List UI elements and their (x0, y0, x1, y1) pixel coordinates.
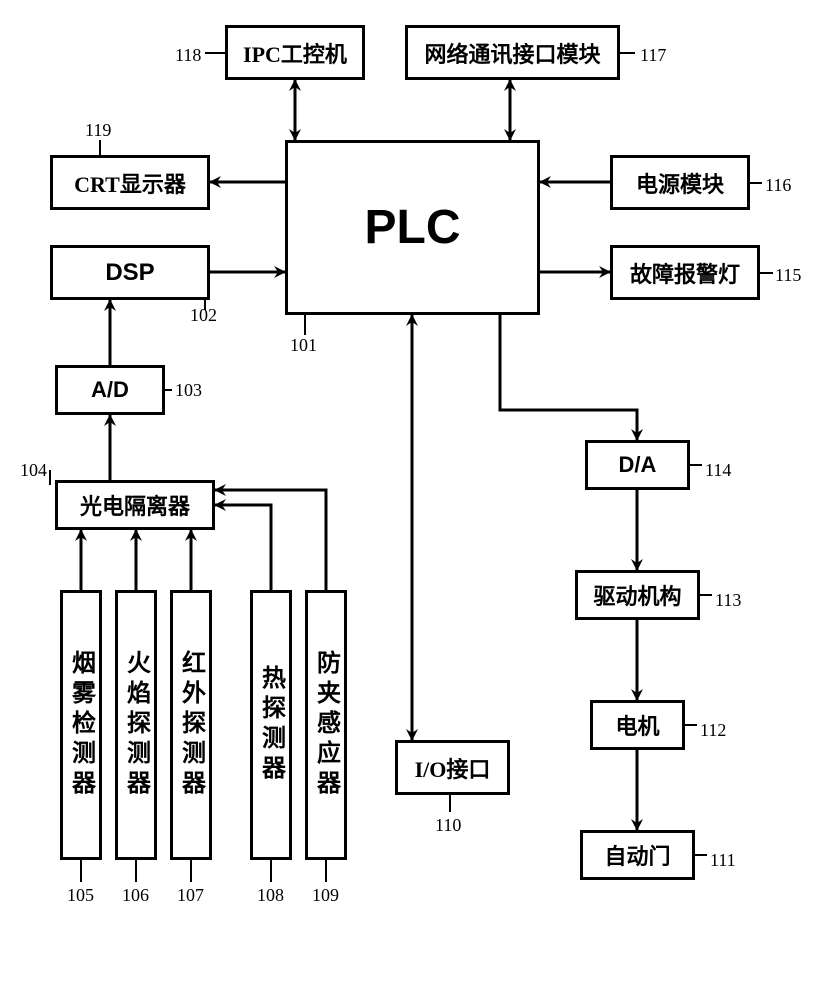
node-netif: 网络通讯接口模块 (405, 25, 620, 80)
node-ipc: IPC工控机 (225, 25, 365, 80)
edge-heat-optiso (215, 505, 271, 590)
node-motor: 电机 (590, 700, 685, 750)
node-label-door: 自动门 (604, 839, 670, 871)
edge-antipinch-optiso (215, 490, 326, 590)
node-label-optiso: 光电隔离器 (80, 489, 190, 521)
ref-label-110: 110 (435, 815, 461, 836)
node-label-plc: PLC (365, 200, 461, 255)
node-label-heat: 热探测器 (254, 665, 289, 785)
node-power: 电源模块 (610, 155, 750, 210)
node-door: 自动门 (580, 830, 695, 880)
ref-label-102: 102 (190, 305, 217, 326)
node-optiso: 光电隔离器 (55, 480, 215, 530)
ref-label-104: 104 (20, 460, 47, 481)
node-label-power: 电源模块 (636, 167, 724, 199)
node-label-smoke: 烟雾检测器 (64, 650, 99, 800)
node-antipinch: 防夹感应器 (305, 590, 347, 860)
node-label-antipinch: 防夹感应器 (309, 650, 344, 800)
node-label-dsp: DSP (105, 259, 154, 287)
node-da: D/A (585, 440, 690, 490)
node-label-motor: 电机 (615, 709, 659, 741)
ref-label-112: 112 (700, 720, 726, 741)
node-smoke: 烟雾检测器 (60, 590, 102, 860)
node-flame: 火焰探测器 (115, 590, 157, 860)
node-drive: 驱动机构 (575, 570, 700, 620)
node-crt: CRT显示器 (50, 155, 210, 210)
node-label-flame: 火焰探测器 (119, 650, 154, 800)
node-label-netif: 网络通讯接口模块 (424, 37, 600, 69)
node-plc: PLC (285, 140, 540, 315)
node-label-drive: 驱动机构 (593, 579, 681, 611)
ref-label-111: 111 (710, 850, 736, 871)
ref-label-116: 116 (765, 175, 791, 196)
node-io: I/O接口 (395, 740, 510, 795)
ref-label-108: 108 (257, 885, 284, 906)
node-label-ipc: IPC工控机 (243, 37, 347, 69)
ref-label-119: 119 (85, 120, 111, 141)
ref-label-103: 103 (175, 380, 202, 401)
ref-label-105: 105 (67, 885, 94, 906)
ref-label-109: 109 (312, 885, 339, 906)
node-label-da: D/A (619, 452, 657, 478)
node-label-ad: A/D (91, 377, 129, 403)
node-label-io: I/O接口 (415, 752, 491, 784)
node-heat: 热探测器 (250, 590, 292, 860)
ref-label-118: 118 (175, 45, 201, 66)
node-dsp: DSP (50, 245, 210, 300)
node-label-ir: 红外探测器 (174, 650, 209, 800)
edge-plc-da (500, 315, 637, 440)
node-ad: A/D (55, 365, 165, 415)
node-ir: 红外探测器 (170, 590, 212, 860)
ref-label-101: 101 (290, 335, 317, 356)
node-label-crt: CRT显示器 (74, 167, 186, 199)
node-label-alarm: 故障报警灯 (630, 257, 740, 289)
ref-label-114: 114 (705, 460, 731, 481)
node-alarm: 故障报警灯 (610, 245, 760, 300)
ref-label-106: 106 (122, 885, 149, 906)
ref-label-107: 107 (177, 885, 204, 906)
ref-label-115: 115 (775, 265, 801, 286)
ref-label-117: 117 (640, 45, 666, 66)
ref-label-113: 113 (715, 590, 741, 611)
